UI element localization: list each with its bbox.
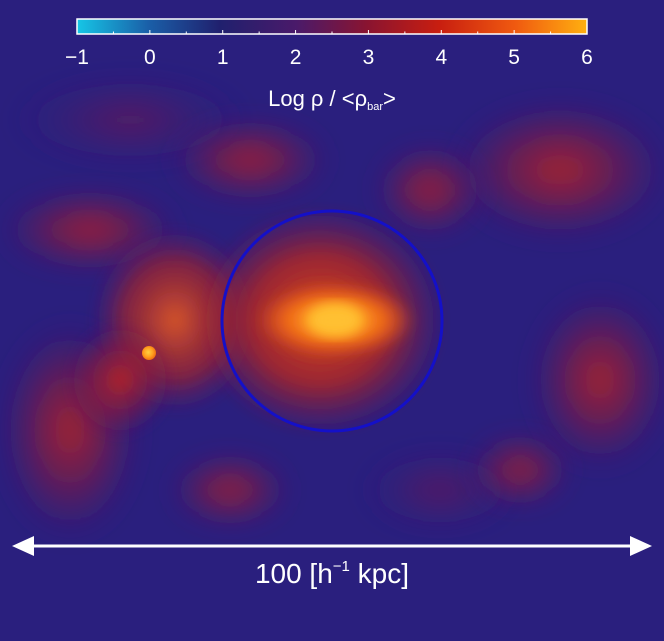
colorbar-tick-label: 3 [363,46,375,69]
colorbar-ticks [76,30,588,34]
colorbar-tick-label: 0 [144,46,156,69]
colorbar-label: Log ρ / <ρbar> [268,86,396,113]
colorbar-tick-label: 5 [508,46,520,69]
colorbar-label-prefix: Log ρ / <ρ [268,86,367,111]
colorbar-tick-label: −1 [65,46,89,69]
colorbar-label-suffix: > [383,86,396,111]
colorbar-tick-label: 1 [217,46,229,69]
colorbar-tick-label: 6 [581,46,593,69]
colorbar-label-subscript: bar [367,101,383,113]
scale-bar-label: 100 [h−1 kpc] [255,558,409,589]
virial-radius-circle [220,209,444,433]
satellite-clump [142,346,156,360]
scale-bar-exponent: −1 [333,558,350,575]
colorbar-tick-label: 2 [290,46,302,69]
scale-bar-left-arrowhead [12,536,34,556]
scale-bar-value: 100 [h [255,558,333,589]
colorbar-tick-labels: −1 0 1 2 3 4 5 6 [65,46,593,69]
density-structures [0,75,664,540]
colorbar-tick-label: 4 [435,46,447,69]
scale-bar: 100 [h−1 kpc] [12,536,652,589]
scale-bar-right-arrowhead [630,536,652,556]
scale-bar-unit: kpc] [350,558,409,589]
colorbar: −1 0 1 2 3 4 5 6 Log ρ / <ρbar> [65,18,593,113]
